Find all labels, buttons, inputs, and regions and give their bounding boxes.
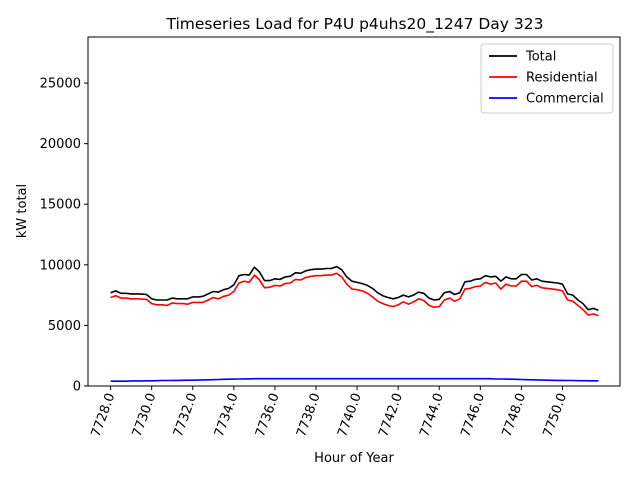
y-tick-label: 20000 — [40, 137, 81, 152]
chart-title: Timeseries Load for P4U p4uhs20_1247 Day… — [166, 15, 544, 34]
y-tick-label: 10000 — [40, 258, 81, 273]
legend-items: Total Residential Commercial — [489, 50, 604, 107]
legend-label-residential: Residential — [526, 71, 598, 86]
y-tick-label: 25000 — [40, 77, 81, 92]
series-layer — [110, 265, 599, 383]
series-line-residential — [110, 272, 599, 317]
legend-label-commercial: Commercial — [526, 92, 604, 107]
y-tick-label: 15000 — [40, 198, 81, 213]
legend: Total Residential Commercial — [480, 43, 614, 114]
axes-frame — [87, 36, 621, 387]
y-axis-ticks: 0 5000 10000 15000 20000 25000 — [40, 77, 88, 395]
x-axis-label: Hour of Year — [314, 451, 394, 466]
series-line-total — [110, 265, 599, 312]
y-axis-label: kW total — [15, 184, 30, 238]
legend-box — [480, 43, 614, 114]
legend-label-total: Total — [525, 50, 556, 65]
y-tick-label: 0 — [73, 380, 81, 395]
series-line-commercial — [110, 377, 599, 383]
y-tick-label: 5000 — [48, 319, 81, 334]
